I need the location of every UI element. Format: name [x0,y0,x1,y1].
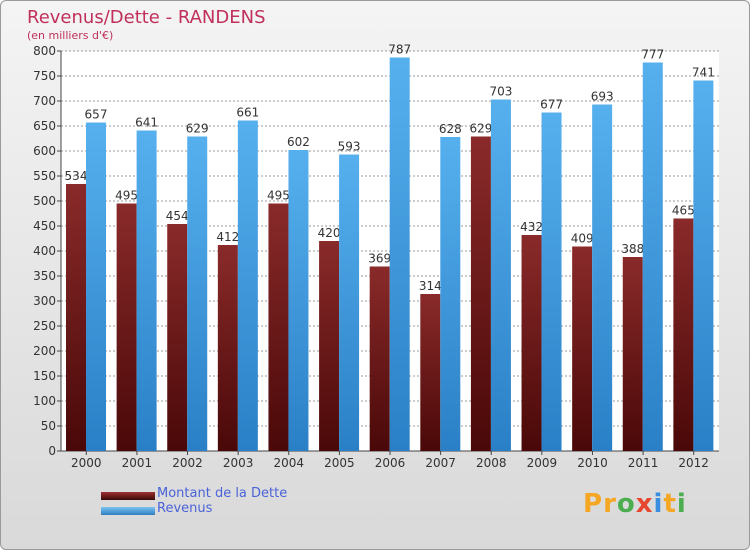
x-tick-label: 2006 [375,456,406,470]
logo-letter: x [635,489,654,519]
y-tick-label: 100 [33,394,56,408]
bar-dette [319,241,340,451]
bar-revenus [288,150,309,451]
x-tick-label: 2003 [223,456,254,470]
x-tick-label: 2010 [577,456,608,470]
y-tick-label: 350 [33,269,56,283]
y-tick-label: 800 [33,44,56,58]
x-tick-label: 2000 [71,456,102,470]
logo-letter: i [653,489,664,519]
x-tick-label: 2001 [122,456,153,470]
logo-letter: o [616,489,636,519]
bar-revenus [237,120,258,451]
y-tick-label: 650 [33,119,56,133]
data-label-dette: 388 [621,242,644,256]
y-tick-label: 550 [33,169,56,183]
data-label-dette: 314 [419,279,442,293]
bar-dette [268,203,289,451]
bar-dette [369,266,390,451]
y-tick-label: 300 [33,294,56,308]
x-tick-label: 2011 [628,456,659,470]
bar-dette [622,257,643,451]
logo-letter: t [663,489,677,519]
data-label-revenus: 602 [287,135,310,149]
bar-revenus [339,154,360,451]
x-tick-label: 2009 [527,456,558,470]
y-tick-label: 600 [33,144,56,158]
bar-revenus [136,130,157,451]
data-label-revenus: 777 [641,48,664,62]
bar-dette [116,203,137,451]
data-label-dette: 420 [318,226,341,240]
data-label-dette: 495 [115,189,138,203]
data-label-dette: 534 [65,169,88,183]
x-tick-label: 2012 [678,456,709,470]
data-label-revenus: 693 [591,90,614,104]
bar-revenus [693,80,714,451]
data-label-revenus: 787 [388,43,411,57]
bar-revenus [187,136,208,451]
legend-label-dette: Montant de la Dette [157,486,288,501]
data-label-dette: 369 [368,252,391,266]
bar-revenus [86,122,106,451]
x-tick-label: 2007 [425,456,456,470]
chart-title: Revenus/Dette - RANDENS [27,7,266,28]
x-tick-label: 2008 [476,456,507,470]
y-tick-label: 200 [33,344,56,358]
data-label-dette: 454 [166,209,189,223]
data-label-revenus: 677 [540,98,563,112]
data-label-dette: 432 [520,220,543,234]
bar-revenus [440,137,461,451]
proxiti-logo: Proxiti [583,489,687,519]
logo-letter: P [583,489,604,519]
bar-dette [420,294,441,451]
bar-dette [217,245,238,451]
data-label-dette: 412 [216,230,239,244]
bar-revenus [490,99,511,451]
bar-revenus [642,62,663,451]
data-label-dette: 465 [672,204,695,218]
data-label-revenus: 657 [85,108,108,122]
logo-letter: r [603,489,617,519]
logo-letter: i [676,489,687,519]
y-tick-label: 700 [33,94,56,108]
bar-revenus [389,57,410,451]
data-label-revenus: 703 [489,85,512,99]
legend-swatch-revenus [101,507,155,515]
y-tick-label: 0 [48,444,56,458]
chart-subtitle: (en milliers d'€) [27,29,114,42]
data-label-dette: 629 [469,122,492,136]
y-tick-label: 400 [33,244,56,258]
data-label-dette: 495 [267,189,290,203]
x-tick-label: 2002 [172,456,203,470]
legend-label-revenus: Revenus [157,501,213,516]
y-tick-label: 500 [33,194,56,208]
data-label-revenus: 593 [338,140,361,154]
y-tick-label: 750 [33,69,56,83]
x-tick-label: 2004 [273,456,304,470]
bar-dette [572,246,593,451]
bar-revenus [592,104,613,451]
y-tick-label: 50 [41,419,56,433]
y-tick-label: 450 [33,219,56,233]
bar-dette [66,184,86,451]
bar-revenus [541,112,562,451]
data-label-revenus: 628 [439,122,462,136]
legend-swatch-dette [101,492,155,500]
y-tick-label: 150 [33,369,56,383]
data-label-revenus: 629 [186,122,209,136]
data-label-dette: 409 [571,232,594,246]
bar-dette [673,218,694,451]
bar-dette [470,136,491,451]
bar-dette [521,235,542,451]
data-label-revenus: 741 [692,66,715,80]
bar-dette [167,224,188,451]
data-label-revenus: 641 [135,116,158,130]
x-tick-label: 2005 [324,456,355,470]
y-tick-label: 250 [33,319,56,333]
data-label-revenus: 661 [236,106,259,120]
